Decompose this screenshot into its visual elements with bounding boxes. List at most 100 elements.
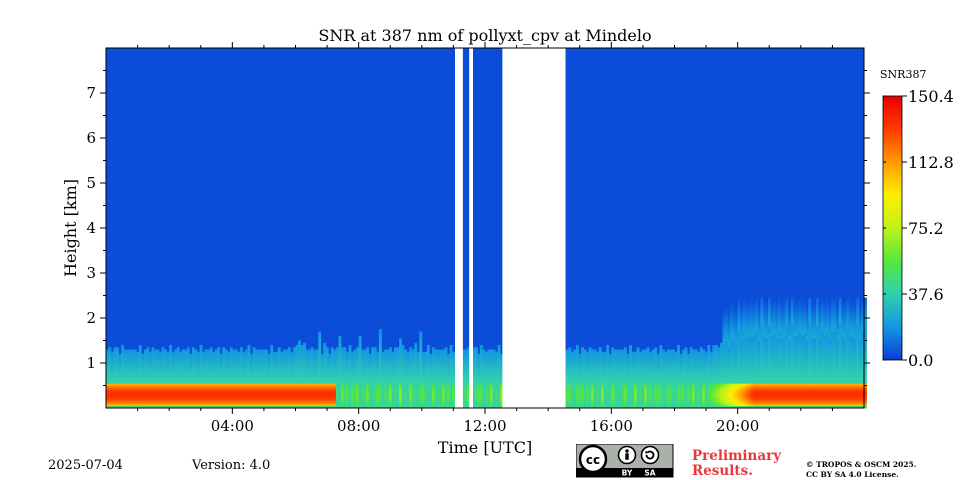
heatmap-cell [148, 401, 152, 404]
heatmap-cell [219, 399, 223, 402]
heatmap-cell [184, 363, 188, 366]
heatmap-cell [300, 376, 304, 380]
heatmap-cell [265, 405, 269, 409]
heatmap-cell [136, 369, 140, 373]
heatmap-cell [217, 360, 221, 364]
heatmap-cell [237, 387, 241, 391]
heatmap-cell [111, 390, 114, 393]
heatmap-cell [199, 369, 203, 373]
heatmap-cell [247, 378, 251, 382]
heatmap-cell [217, 387, 221, 391]
heatmap-cell [224, 354, 228, 357]
heatmap-cell [128, 403, 132, 407]
heatmap-cell [305, 363, 309, 366]
heatmap-cell [108, 390, 112, 393]
heatmap-cell [242, 363, 246, 366]
heatmap-cell [295, 369, 299, 373]
heatmap-cell [285, 351, 289, 355]
heatmap-cell [207, 399, 210, 402]
heatmap-cell [202, 369, 205, 373]
heatmap-cell [282, 401, 286, 404]
heatmap-cell [234, 367, 238, 371]
heatmap-cell [244, 349, 248, 353]
heatmap-cell [282, 356, 286, 359]
heatmap-cell [219, 392, 223, 395]
heatmap-cell [280, 369, 284, 373]
heatmap-cell [310, 394, 314, 398]
heatmap-cell [194, 378, 198, 382]
heatmap-cell [146, 372, 150, 375]
heatmap-cell [111, 358, 114, 362]
heatmap-cell [308, 349, 312, 353]
heatmap-cell [232, 360, 236, 364]
heatmap-cell [181, 387, 185, 391]
heatmap-cell [305, 351, 309, 355]
heatmap-cell [181, 378, 185, 382]
heatmap-cell [184, 374, 188, 377]
heatmap-cell [184, 392, 188, 395]
heatmap-cell [492, 349, 496, 353]
heatmap-cell [232, 349, 236, 353]
heatmap-cell [191, 374, 195, 377]
heatmap-cell [151, 390, 155, 393]
heatmap-cell [313, 405, 317, 409]
heatmap-cell [222, 378, 226, 382]
heatmap-cell [242, 354, 246, 357]
heatmap-cell [159, 376, 162, 380]
heatmap-cell [224, 365, 228, 368]
heatmap-cell [209, 383, 213, 386]
heatmap-cell [262, 399, 266, 402]
heatmap-cell [189, 403, 193, 407]
heatmap-cell [272, 403, 276, 407]
heatmap-cell [209, 374, 213, 377]
heatmap-cell [159, 394, 162, 398]
heatmap-cell [222, 385, 226, 389]
heatmap-cell [214, 390, 218, 393]
heatmap-cell [255, 351, 258, 355]
heatmap-cell [265, 354, 269, 357]
heatmap-cell [123, 385, 127, 389]
heatmap-cell [232, 392, 236, 395]
heatmap-cell [214, 351, 218, 355]
heatmap-cell [229, 365, 233, 368]
heatmap-cell [308, 381, 312, 384]
heatmap-cell [113, 369, 117, 373]
heatmap-cell [250, 376, 253, 380]
heatmap-cell [204, 358, 208, 362]
heatmap-cell [166, 405, 170, 409]
heatmap-cell [126, 358, 130, 362]
heatmap-cell [146, 367, 150, 371]
heatmap-cell [194, 358, 198, 362]
heatmap-cell [209, 354, 213, 357]
heatmap-cell [161, 358, 165, 362]
heatmap-cell [227, 363, 231, 366]
heatmap-cell [287, 387, 291, 391]
heatmap-cell [171, 351, 175, 355]
heatmap-cell [199, 396, 203, 400]
heatmap-cell [184, 367, 188, 371]
heatmap-cell [189, 378, 193, 382]
heatmap-cell [171, 385, 175, 389]
heatmap-cell [239, 347, 243, 350]
heatmap-cell [260, 405, 264, 409]
heatmap-cell [131, 360, 135, 364]
heatmap-cell [166, 390, 170, 393]
heatmap-cell [265, 399, 269, 402]
heatmap-cell [174, 356, 178, 359]
heatmap-cell [305, 390, 309, 393]
heatmap-cell [292, 365, 296, 368]
heatmap-cell [265, 396, 269, 400]
heatmap-cell [169, 372, 173, 375]
heatmap-cell [277, 390, 281, 393]
heatmap-cell [189, 374, 193, 377]
heatmap-cell [227, 390, 231, 393]
heatmap-cell [159, 374, 162, 377]
heatmap-cell [159, 354, 162, 357]
heatmap-cell [164, 401, 168, 404]
heatmap-cell [151, 358, 155, 362]
heatmap-cell [126, 374, 130, 377]
heatmap-cell [305, 349, 309, 353]
heatmap-cell [166, 387, 170, 391]
heatmap-cell [118, 376, 122, 380]
heatmap-cell [391, 351, 395, 355]
